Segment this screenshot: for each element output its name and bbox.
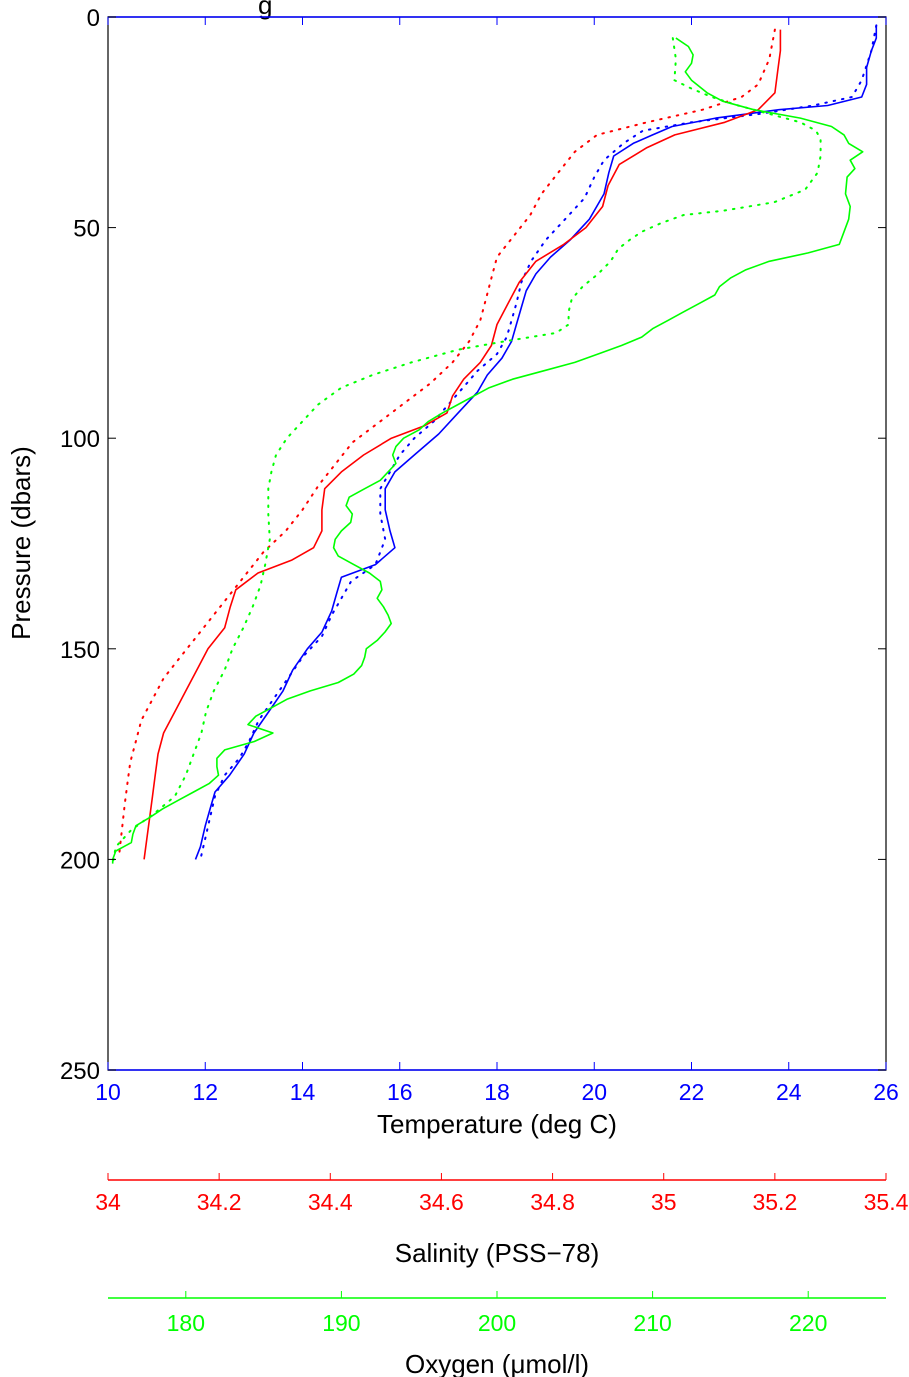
y-tick-label: 150 bbox=[60, 637, 100, 664]
oxygen-axis-ticks: 180 190 200 210 220 bbox=[167, 1291, 827, 1336]
x-tick-label: 210 bbox=[633, 1310, 671, 1336]
x-tick-label: 35 bbox=[651, 1189, 677, 1215]
x-tick-label: 10 bbox=[95, 1079, 121, 1105]
x-tick-label: 35.2 bbox=[752, 1189, 797, 1215]
x-tick-label: 35.4 bbox=[864, 1189, 909, 1215]
y-axis-ticks: 0 50 100 150 200 250 bbox=[60, 5, 886, 1085]
oxygen-dotted-line bbox=[111, 37, 822, 865]
x-tick-label: 34.2 bbox=[197, 1189, 242, 1215]
x-tick-label: 16 bbox=[387, 1079, 413, 1105]
plot-frame bbox=[107, 16, 887, 1071]
x-tick-label: 12 bbox=[192, 1079, 218, 1105]
x-tick-label: 34.6 bbox=[419, 1189, 464, 1215]
y-tick-label: 100 bbox=[60, 426, 100, 453]
y-tick-label: 250 bbox=[60, 1058, 100, 1085]
y-tick-label: 50 bbox=[73, 216, 100, 243]
temperature-dotted-line bbox=[199, 24, 878, 861]
salinity-axis: 34 34.2 34.4 34.6 34.8 35 35.2 35.4 Salinity (P… bbox=[95, 1173, 909, 1268]
x-tick-label: 180 bbox=[167, 1310, 205, 1336]
x-tick-label: 18 bbox=[484, 1079, 510, 1105]
salinity-dotted-line bbox=[118, 28, 776, 857]
salinity-solid-line bbox=[143, 29, 782, 860]
x-tick-label: 200 bbox=[478, 1310, 516, 1336]
y-tick-label: 200 bbox=[60, 847, 100, 874]
temperature-axis-ticks: 10 12 14 16 18 20 22 24 26 bbox=[95, 17, 899, 1105]
y-tick-label: 0 bbox=[87, 5, 100, 32]
oxygen-axis-label: Oxygen (μmol/l) bbox=[405, 1349, 589, 1377]
plot-area: 0 50 100 150 200 250 10 12 14 16 18 20 22 24 26 bbox=[60, 5, 899, 1105]
x-tick-label: 24 bbox=[776, 1079, 802, 1105]
x-tick-label: 220 bbox=[789, 1310, 827, 1336]
x-tick-label: 34.8 bbox=[530, 1189, 575, 1215]
salinity-axis-ticks: 34 34.2 34.4 34.6 34.8 35 35.2 35.4 bbox=[95, 1173, 909, 1215]
x-tick-label: 34.4 bbox=[308, 1189, 353, 1215]
x-tick-label: 14 bbox=[290, 1079, 316, 1105]
chart-title-fragment: g bbox=[258, 0, 272, 20]
salinity-axis-label: Salinity (PSS−78) bbox=[395, 1238, 599, 1268]
x-tick-label: 20 bbox=[581, 1079, 607, 1105]
series-layer bbox=[111, 24, 878, 865]
x-tick-label: 26 bbox=[873, 1079, 899, 1105]
x-tick-label: 22 bbox=[679, 1079, 705, 1105]
x-tick-label: 34 bbox=[95, 1189, 121, 1215]
temperature-solid-line bbox=[194, 25, 878, 860]
oxygen-solid-line bbox=[111, 37, 864, 864]
oxygen-axis: 180 190 200 210 220 Oxygen (μmol/l) bbox=[108, 1291, 886, 1377]
x-tick-label: 190 bbox=[322, 1310, 360, 1336]
temperature-axis-label: Temperature (deg C) bbox=[377, 1109, 617, 1139]
y-axis-label: Pressure (dbars) bbox=[6, 446, 36, 640]
